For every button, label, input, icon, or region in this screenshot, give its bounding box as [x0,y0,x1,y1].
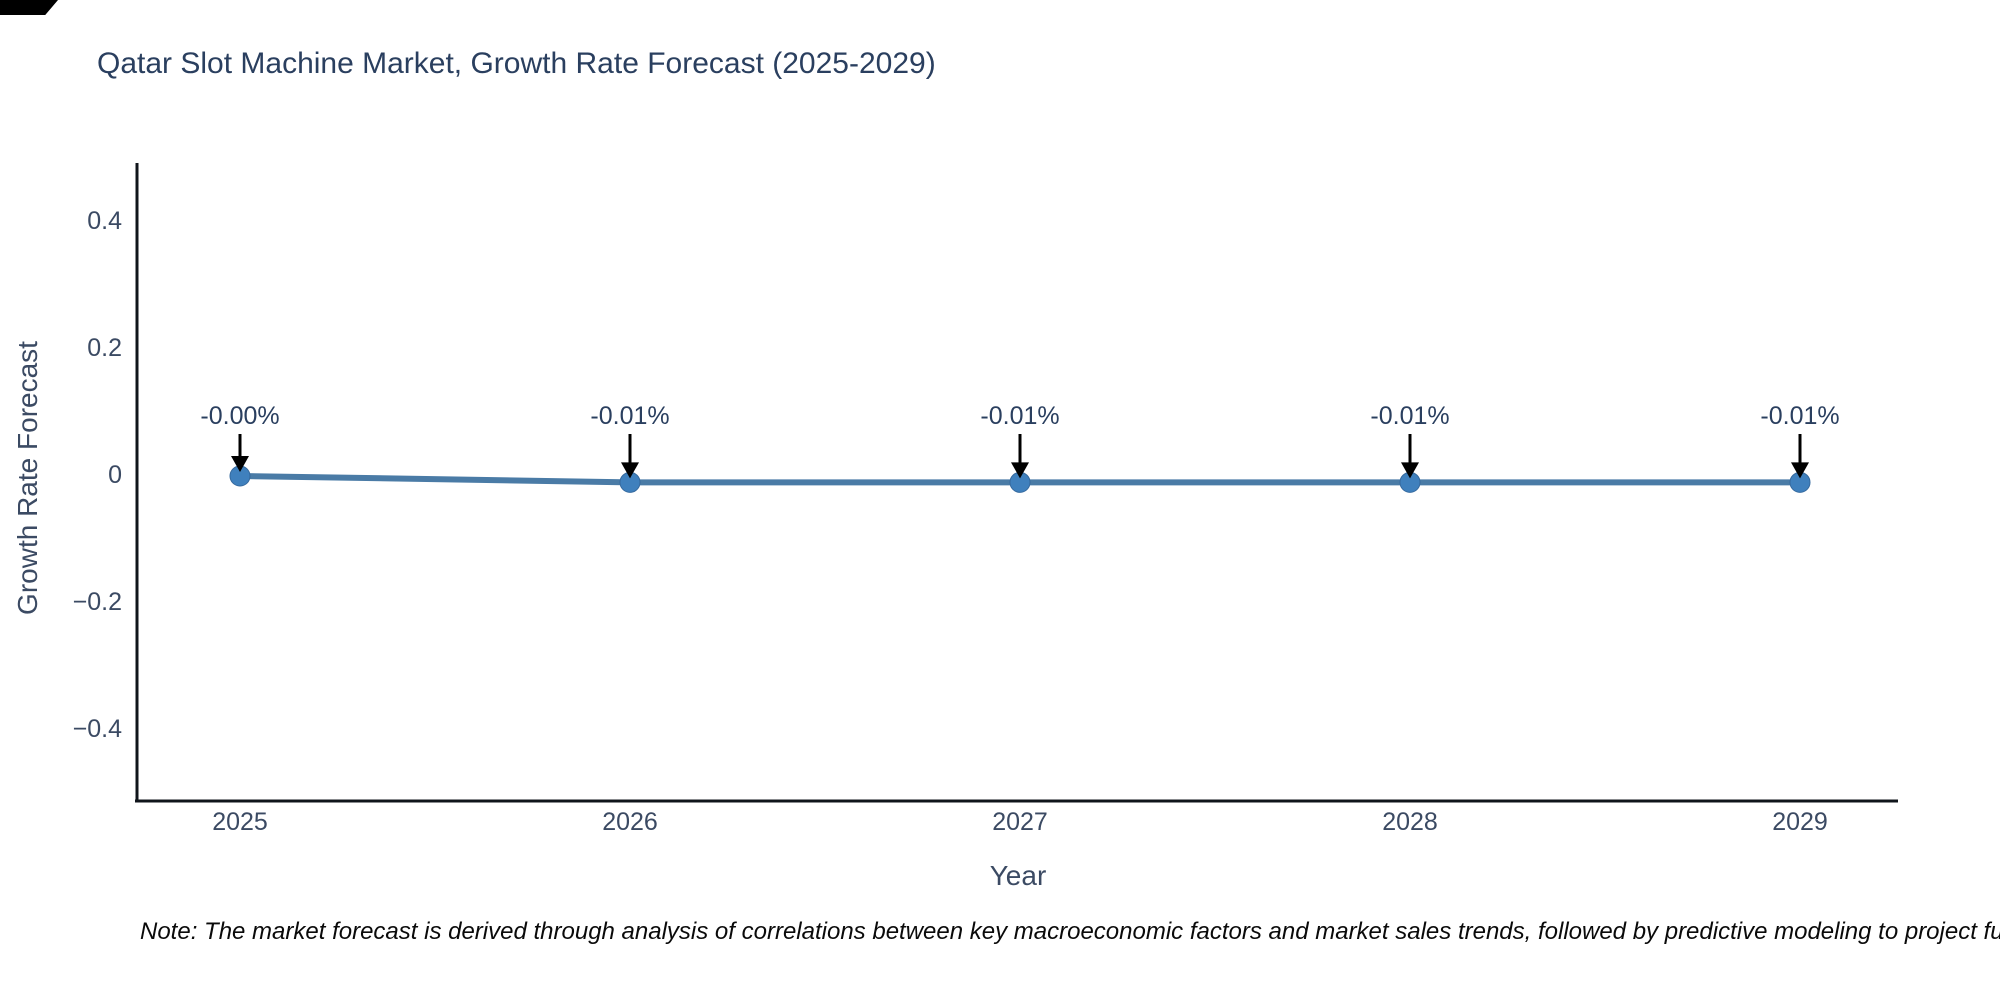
data-point-label: -0.01% [980,402,1060,430]
top-left-corner-artifact [0,0,58,15]
annotation-arrow-head [621,462,639,479]
y-tick-label: 0 [108,461,122,489]
data-point-label: -0.01% [590,402,670,430]
annotation-arrow-head [1401,462,1419,479]
x-tick-label: 2026 [602,808,658,836]
y-tick-label: −0.4 [72,715,122,743]
y-tick-label: 0.2 [87,334,122,362]
annotation-arrow-head [231,456,249,472]
footnote: Note: The market forecast is derived thr… [140,918,2000,945]
y-tick-label: 0.4 [87,207,122,235]
x-tick-label: 2028 [1382,808,1438,836]
annotation-arrow-head [1011,462,1029,479]
data-point-label: -0.01% [1760,402,1840,430]
y-tick-label: −0.2 [72,588,122,616]
x-tick-label: 2027 [992,808,1048,836]
chart-title: Qatar Slot Machine Market, Growth Rate F… [97,47,936,80]
x-tick-label: 2025 [212,808,268,836]
annotation-arrow-head [1791,462,1809,479]
data-point-label: -0.00% [200,402,280,430]
x-axis-title: Year [989,860,1047,891]
x-tick-label: 2029 [1772,808,1828,836]
data-point-label: -0.01% [1370,402,1450,430]
